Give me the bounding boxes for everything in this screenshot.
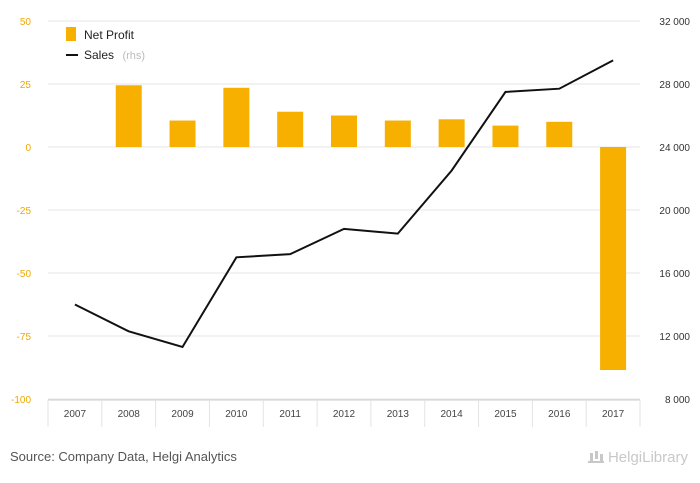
left-tick-label: -75 <box>17 332 32 343</box>
left-tick-label: -50 <box>17 269 32 280</box>
right-tick-label: 28 000 <box>659 80 690 91</box>
x-tick-label: 2014 <box>441 409 464 420</box>
x-tick-label: 2007 <box>64 409 87 420</box>
net-profit-bar <box>438 119 465 147</box>
x-tick-label: 2016 <box>548 409 571 420</box>
x-tick-label: 2017 <box>602 409 625 420</box>
x-tick-label: 2015 <box>494 409 517 420</box>
legend-sales: Sales (rhs) <box>84 46 145 63</box>
right-tick-label: 32 000 <box>659 17 690 28</box>
net-profit-bar <box>384 120 411 147</box>
legend-net-profit: Net Profit <box>84 28 135 42</box>
right-tick-label: 16 000 <box>659 269 690 280</box>
x-tick-label: 2011 <box>279 409 301 420</box>
net-profit-bar <box>277 111 304 147</box>
net-profit-bar <box>115 85 142 147</box>
right-tick-label: 12 000 <box>659 332 690 343</box>
right-tick-label: 8 000 <box>665 395 690 406</box>
library-icon <box>587 449 604 463</box>
net-profit-bar <box>600 147 627 371</box>
left-tick-label: -25 <box>17 206 32 217</box>
net-profit-bar <box>492 125 519 147</box>
right-tick-label: 24 000 <box>659 143 690 154</box>
legend-bar-swatch <box>66 27 76 41</box>
source-note: Source: Company Data, Helgi Analytics <box>10 449 237 464</box>
sales-line <box>74 59 614 349</box>
left-tick-label: 0 <box>25 143 31 154</box>
brand-logo: HelgiLibrary <box>587 449 688 466</box>
x-tick-label: 2010 <box>225 409 248 420</box>
net-profit-bar <box>331 115 357 147</box>
right-axis-ticks: 32 000 28 000 24 000 20 000 16 000 12 000 8 00… <box>659 17 690 406</box>
left-tick-label: 25 <box>20 80 32 91</box>
net-profit-bars <box>115 85 627 371</box>
right-tick-label: 20 000 <box>659 206 690 217</box>
x-axis-divider <box>47 399 641 427</box>
grid-lines <box>48 20 640 400</box>
left-tick-label: 50 <box>20 17 32 28</box>
x-tick-label: 2008 <box>118 409 141 420</box>
x-tick-label: 2009 <box>171 409 194 420</box>
left-tick-label: -100 <box>11 395 31 406</box>
x-tick-label: 2012 <box>333 409 356 420</box>
net-profit-bar <box>546 121 573 147</box>
x-axis-ticks: 2007 2008 2009 2010 2011 2012 2013 2014 2015 2016… <box>64 409 625 420</box>
net-profit-bar <box>169 120 196 147</box>
legend: Net Profit Sales (rhs) <box>66 27 145 63</box>
left-axis-ticks: 50 25 0 -25 -50 -75 -100 <box>11 17 31 406</box>
x-tick-label: 2013 <box>387 409 410 420</box>
net-profit-bar <box>223 87 250 147</box>
